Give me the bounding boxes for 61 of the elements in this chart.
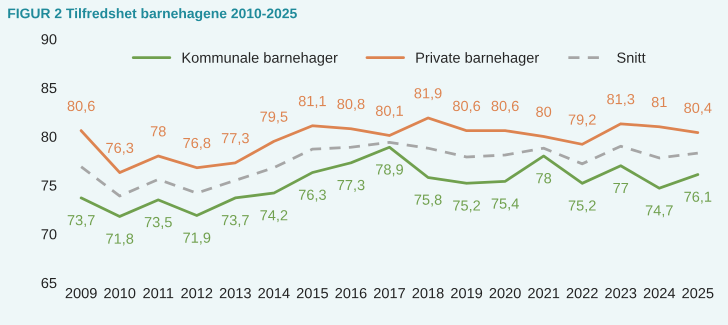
data-label: 76,3 <box>298 190 326 202</box>
y-tick-label: 75 <box>42 180 56 191</box>
x-tick-label: 2020 <box>490 288 521 298</box>
data-label: 79,5 <box>260 112 288 124</box>
x-tick-label: 2015 <box>296 288 328 298</box>
data-label: 75,2 <box>568 200 596 212</box>
data-label: 76,3 <box>106 142 134 155</box>
data-label: 78 <box>150 126 166 136</box>
data-label: 81 <box>652 96 667 108</box>
y-tick-label: 65 <box>42 278 56 288</box>
data-label: 73,7 <box>222 214 249 228</box>
data-label: 74,2 <box>260 210 288 222</box>
data-label: 80 <box>536 106 552 117</box>
x-tick-label: 2014 <box>258 288 290 298</box>
data-label: 77,3 <box>222 132 249 145</box>
data-label: 80,6 <box>68 100 95 113</box>
data-label: 77 <box>613 182 628 193</box>
legend-label: Kommunale barnehager <box>182 52 338 66</box>
y-tick-label: 90 <box>41 34 56 44</box>
y-tick-label: 80 <box>41 132 56 142</box>
y-tick-label: 85 <box>41 82 56 94</box>
x-tick-label: 2016 <box>335 288 367 298</box>
data-label: 80,6 <box>492 100 519 113</box>
x-tick-label: 2024 <box>644 288 676 298</box>
x-tick-label: 2023 <box>605 288 636 298</box>
data-label: 76,1 <box>684 192 712 204</box>
data-label: 78,9 <box>376 164 403 176</box>
x-tick-label: 2022 <box>566 288 598 298</box>
data-label: 73,5 <box>144 216 172 229</box>
data-label: 80,1 <box>376 106 403 118</box>
data-label: 73,7 <box>68 214 95 228</box>
legend-label: Snitt <box>617 52 646 63</box>
data-label: 74,7 <box>646 205 673 218</box>
x-tick-label: 2012 <box>181 288 212 298</box>
data-label: 80,6 <box>453 100 480 113</box>
x-tick-label: 2017 <box>374 288 405 298</box>
data-label: 76,8 <box>183 138 210 150</box>
x-tick-label: 2018 <box>412 288 444 298</box>
x-tick-label: 2013 <box>220 288 251 298</box>
data-label: 75,8 <box>414 194 442 207</box>
data-label: 80,8 <box>337 98 364 111</box>
data-label: 78 <box>536 173 552 184</box>
data-label: 81,9 <box>414 88 442 100</box>
data-label: 80,4 <box>684 102 712 115</box>
x-tick-label: 2021 <box>528 288 560 298</box>
data-label: 81,1 <box>298 96 326 108</box>
data-label: 77,3 <box>337 180 364 192</box>
x-tick-label: 2011 <box>143 288 174 298</box>
data-label: 79,2 <box>568 114 596 126</box>
legend-label: Private barnehager <box>416 52 539 66</box>
x-tick-label: 2019 <box>451 288 482 298</box>
x-tick-label: 2010 <box>104 288 136 298</box>
chart-title: FIGUR 2 Tilfredshet barnehagene 2010-2025 <box>8 8 297 22</box>
data-label: 75,2 <box>453 200 480 212</box>
y-tick-label: 70 <box>42 229 56 240</box>
x-tick-label: 2025 <box>682 288 714 298</box>
data-label: 81,3 <box>607 94 634 106</box>
data-label: 75,4 <box>492 198 519 210</box>
data-label: 71,8 <box>106 234 134 246</box>
data-label: 71,9 <box>183 232 210 245</box>
x-tick-label: 2009 <box>66 288 97 298</box>
